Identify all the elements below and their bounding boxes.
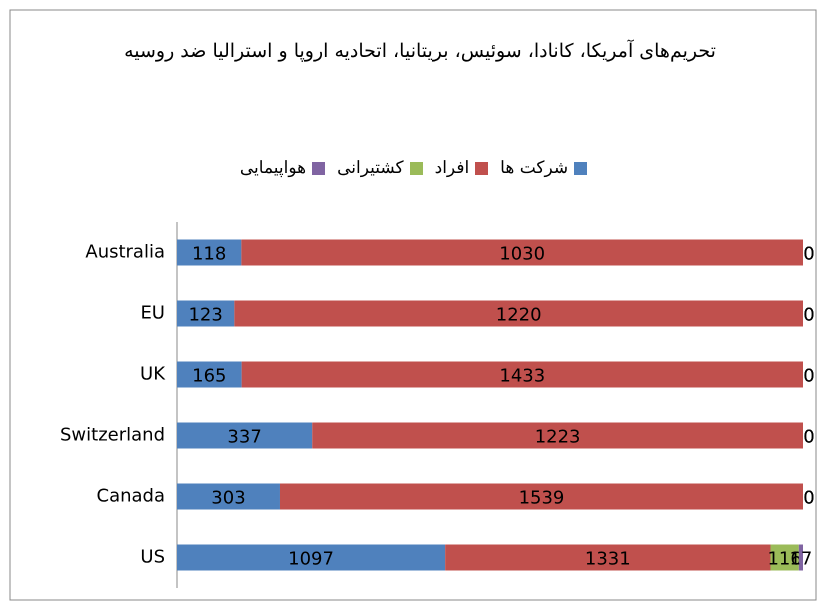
data-label: 0 [803,366,814,387]
data-label: 1331 [585,549,631,570]
data-label: 1539 [519,488,565,509]
legend-item: کشتیرانی [337,158,423,178]
data-label: 1223 [535,427,581,448]
legend-label: هواپیمایی [239,158,307,178]
bar-segment [770,544,799,571]
data-label: 1030 [499,244,545,265]
legend-label: افراد [434,158,470,178]
data-label: 17 [789,549,812,570]
bar-segment [177,361,242,388]
legend-label: کشتیرانی [337,158,404,178]
legend-item: شرکت ها [500,158,588,178]
data-label: 0 [803,427,814,448]
legend-label: شرکت ها [500,158,569,178]
data-label: 118 [192,244,226,265]
data-label: 337 [227,427,261,448]
data-label: 0 [803,366,814,387]
legend: شرکت ها افراد کشتیرانی هواپیمایی [0,158,827,178]
y-tick-label: UK [140,364,166,385]
bar-segment [234,300,804,327]
legend-swatch [312,161,326,175]
legend-swatch [574,161,588,175]
bar-segment [177,544,446,571]
y-tick-label: EU [140,303,165,324]
bar-segment [177,239,242,266]
y-tick-label: Australia [85,242,165,263]
data-label: 1433 [499,366,545,387]
data-label: 1097 [288,549,334,570]
data-label: 0 [803,305,814,326]
chart-title: تحریم‌های آمریکا، کانادا، سوئیس، بریتانی… [124,40,716,62]
data-label: 303 [211,488,245,509]
data-label: 165 [192,366,226,387]
y-tick-label: Canada [97,486,166,507]
bar-segment [177,422,313,449]
y-tick-label: Switzerland [60,425,165,446]
y-tick-label: US [140,547,165,568]
data-label: 1220 [496,305,542,326]
data-label: 116 [767,549,801,570]
bar-segment [279,483,803,510]
bar-segment [241,239,803,266]
data-label: 0 [803,427,814,448]
bar-segment [177,483,280,510]
legend-swatch [409,161,423,175]
bar-segment [445,544,771,571]
legend-swatch [475,161,489,175]
data-label: 0 [803,488,814,509]
bar-segment [177,300,235,327]
bar-segment [312,422,803,449]
data-label: 0 [803,305,814,326]
bar-segment [798,544,803,571]
legend-item: هواپیمایی [239,158,326,178]
data-label: 0 [803,488,814,509]
data-label: 0 [803,244,814,265]
data-label: 0 [803,244,814,265]
bar-segment [241,361,804,388]
data-label: 123 [188,305,222,326]
legend-item: افراد [435,158,489,178]
